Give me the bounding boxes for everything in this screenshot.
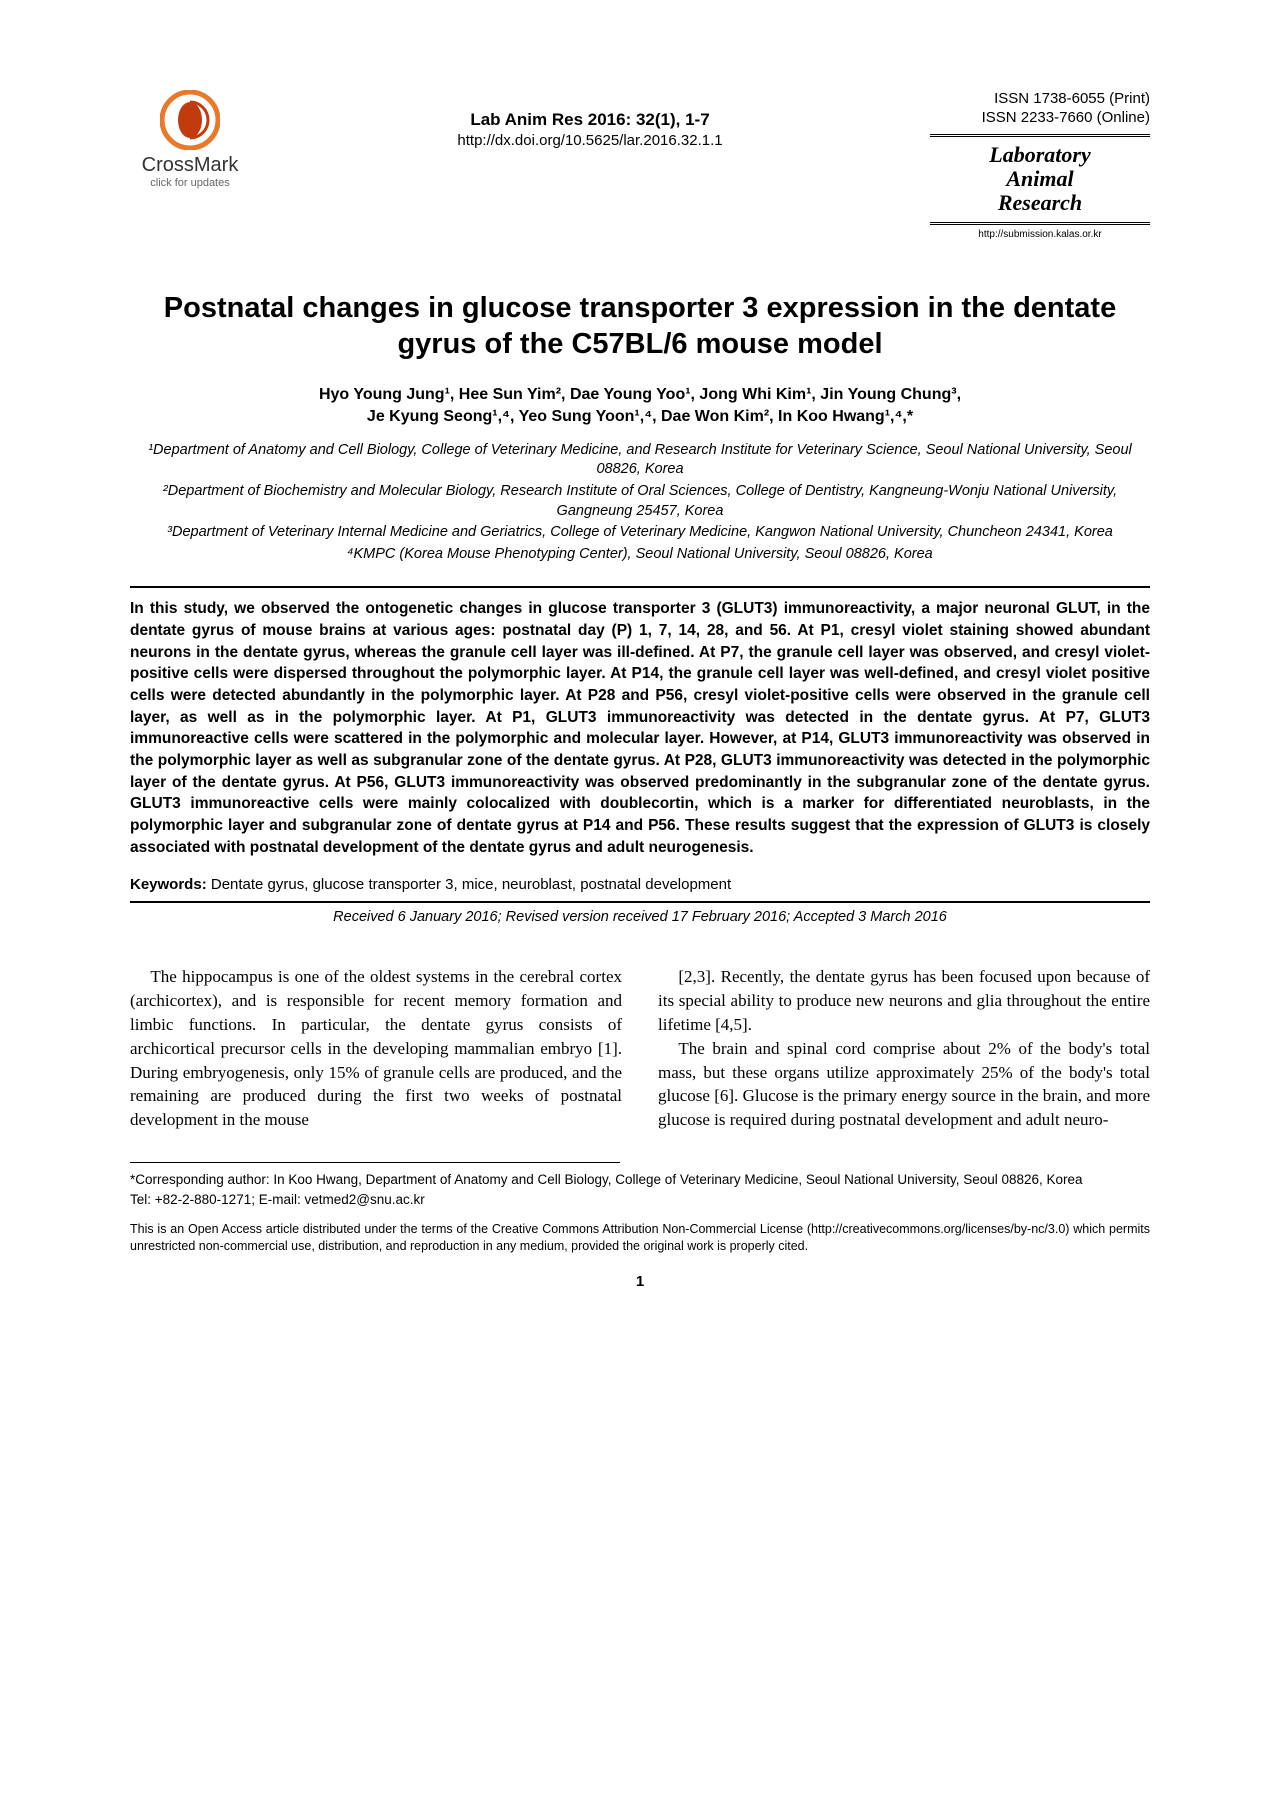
journal-name-2: Animal [930,167,1150,191]
body-p1: The hippocampus is one of the oldest sys… [130,965,622,1132]
crossmark-sublabel: click for updates [150,177,229,189]
journal-name-3: Research [930,191,1150,215]
issn-print: ISSN 1738-6055 (Print) [930,90,1150,107]
journal-name-box: Laboratory Animal Research [930,134,1150,225]
keywords: Keywords: Dentate gyrus, glucose transpo… [130,870,1150,901]
crossmark-icon [160,90,220,150]
authors-line-2: Je Kyung Seong¹,⁴, Yeo Sung Yoon¹,⁴, Dae… [130,406,1150,428]
keywords-text: Dentate gyrus, glucose transporter 3, mi… [207,876,731,893]
journal-name-1: Laboratory [930,143,1150,167]
keywords-label: Keywords: [130,876,207,893]
page-number: 1 [130,1273,1150,1290]
page-header: CrossMark click for updates Lab Anim Res… [130,90,1150,240]
footer: *Corresponding author: In Koo Hwang, Dep… [130,1171,1150,1255]
journal-citation: Lab Anim Res 2016: 32(1), 1-7 [250,110,930,130]
affiliation-1: ¹Department of Anatomy and Cell Biology,… [130,441,1150,480]
column-right: [2,3]. Recently, the dentate gyrus has b… [658,965,1150,1132]
submission-url[interactable]: http://submission.kalas.or.kr [930,229,1150,240]
affiliations: ¹Department of Anatomy and Cell Biology,… [130,441,1150,564]
article-dates: Received 6 January 2016; Revised version… [130,903,1150,931]
body-text: The hippocampus is one of the oldest sys… [130,965,1150,1132]
footer-divider [130,1162,620,1163]
journal-citation-block: Lab Anim Res 2016: 32(1), 1-7 http://dx.… [250,90,930,149]
journal-doi[interactable]: http://dx.doi.org/10.5625/lar.2016.32.1.… [250,132,930,149]
body-p2: [2,3]. Recently, the dentate gyrus has b… [658,965,1150,1036]
affiliation-3: ³Department of Veterinary Internal Medic… [130,523,1150,543]
authors: Hyo Young Jung¹, Hee Sun Yim², Dae Young… [130,384,1150,429]
crossmark-badge[interactable]: CrossMark click for updates [130,90,250,189]
open-access-notice: This is an Open Access article distribut… [130,1221,1150,1255]
issn-online: ISSN 2233-7660 (Online) [930,109,1150,126]
corresponding-contact: Tel: +82-2-880-1271; E-mail: vetmed2@snu… [130,1191,1150,1209]
authors-line-1: Hyo Young Jung¹, Hee Sun Yim², Dae Young… [130,384,1150,406]
journal-identity: ISSN 1738-6055 (Print) ISSN 2233-7660 (O… [930,90,1150,240]
crossmark-label: CrossMark [142,154,239,177]
abstract: In this study, we observed the ontogenet… [130,588,1150,870]
body-p3: The brain and spinal cord comprise about… [658,1037,1150,1132]
affiliation-4: ⁴KMPC (Korea Mouse Phenotyping Center), … [130,545,1150,565]
corresponding-author: *Corresponding author: In Koo Hwang, Dep… [130,1171,1150,1189]
column-left: The hippocampus is one of the oldest sys… [130,965,622,1132]
affiliation-2: ²Department of Biochemistry and Molecula… [130,482,1150,521]
article-title: Postnatal changes in glucose transporter… [130,290,1150,363]
